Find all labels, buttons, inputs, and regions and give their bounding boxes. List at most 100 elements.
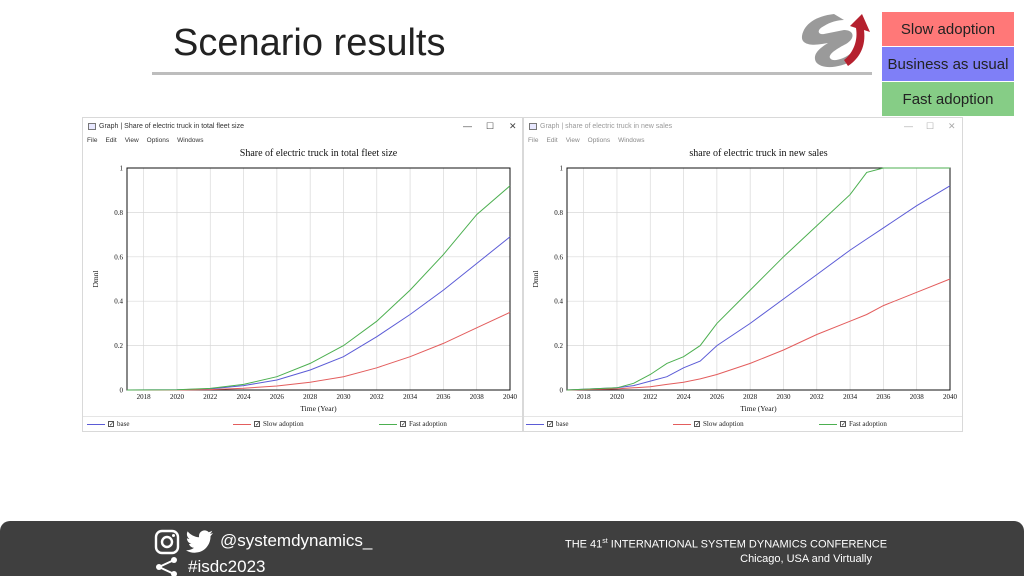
menu-file[interactable]: File	[87, 137, 98, 144]
x-axis-label: Time (Year)	[740, 404, 777, 413]
close-button[interactable]: ✕	[509, 121, 517, 131]
x-tick-label: 2026	[270, 393, 285, 401]
graph-window-fleet-share[interactable]: Graph | Share of electric truck in total…	[82, 117, 523, 432]
series-line-fast-adoption	[126, 185, 511, 391]
x-tick-label: 2038	[470, 393, 485, 401]
title-underline	[152, 72, 872, 75]
x-tick-label: 2032	[370, 393, 385, 401]
social-icons	[154, 529, 214, 555]
x-tick-label: 2030	[336, 393, 351, 401]
checkbox-icon: ✓	[108, 421, 115, 428]
chart-title: Share of electric truck in total fleet s…	[240, 148, 398, 159]
series-line-base	[566, 185, 951, 391]
y-tick-label: 0.8	[554, 209, 563, 217]
legend-fast-adoption: Fast adoption	[882, 82, 1014, 116]
series-line-base	[126, 236, 511, 391]
x-tick-label: 2024	[677, 393, 692, 401]
minimize-button[interactable]: —	[904, 121, 913, 131]
maximize-button[interactable]: ☐	[926, 121, 935, 131]
legend-item-base[interactable]: ✓ base	[526, 420, 568, 428]
share-icon	[156, 557, 177, 577]
menu-windows[interactable]: Windows	[177, 137, 204, 144]
y-tick-label: 0.2	[554, 342, 563, 350]
conference-hashtag: #isdc2023	[188, 557, 266, 576]
y-tick-label: 0.4	[114, 298, 123, 306]
x-tick-label: 2020	[610, 393, 625, 401]
window-menubar: File Edit View Options Windows	[87, 137, 203, 147]
graph-app-icon	[529, 123, 537, 130]
window-titlebar[interactable]: Graph | share of electric truck in new s…	[524, 118, 962, 136]
y-tick-label: 0	[120, 387, 124, 395]
y-tick-label: 0.6	[554, 253, 563, 261]
menu-edit[interactable]: Edit	[105, 137, 117, 144]
x-tick-label: 2034	[843, 393, 858, 401]
checkbox-icon: ✓	[547, 421, 554, 428]
menu-edit[interactable]: Edit	[546, 137, 558, 144]
x-tick-label: 2040	[943, 393, 958, 401]
twitter-icon[interactable]	[186, 530, 214, 554]
x-tick-label: 2028	[743, 393, 758, 401]
x-tick-label: 2032	[810, 393, 825, 401]
legend-item-slow[interactable]: ✓ Slow adoption	[233, 420, 304, 428]
menu-windows[interactable]: Windows	[618, 137, 645, 144]
menu-view[interactable]: View	[565, 137, 580, 144]
close-button[interactable]: ✕	[948, 121, 956, 131]
legend-item-slow[interactable]: ✓ Slow adoption	[673, 420, 744, 428]
graph-window-sales-share[interactable]: Graph | share of electric truck in new s…	[523, 117, 963, 432]
series-line-slow-adoption	[127, 311, 511, 391]
menu-options[interactable]: Options	[587, 137, 611, 144]
graph-app-icon	[88, 123, 96, 130]
x-tick-label: 2024	[237, 393, 252, 401]
chart-title: share of electric truck in new sales	[689, 148, 827, 159]
legend-business-as-usual: Business as usual	[882, 47, 1014, 81]
legend-item-fast[interactable]: ✓ Fast adoption	[819, 420, 887, 428]
x-tick-label: 2020	[170, 393, 185, 401]
x-tick-label: 2022	[643, 393, 658, 401]
legend-item-fast[interactable]: ✓ Fast adoption	[379, 420, 447, 428]
plot-frame	[566, 167, 951, 391]
footer-bar: @systemdynamics_ #isdc2023 THE 41st INTE…	[0, 521, 1024, 577]
menu-options[interactable]: Options	[146, 137, 170, 144]
menu-file[interactable]: File	[528, 137, 539, 144]
window-titlebar[interactable]: Graph | Share of electric truck in total…	[83, 118, 522, 136]
menu-view[interactable]: View	[124, 137, 139, 144]
y-tick-label: 1	[120, 165, 124, 173]
checkbox-icon: ✓	[840, 421, 847, 428]
x-tick-label: 2040	[503, 393, 518, 401]
instagram-icon[interactable]	[154, 529, 180, 555]
sales-share-chart: share of electric truck in new sales 2018…	[531, 148, 958, 413]
maximize-button[interactable]: ☐	[486, 121, 495, 131]
conference-name: THE 41st INTERNATIONAL SYSTEM DYNAMICS C…	[565, 538, 888, 551]
series-line-slow-adoption	[566, 278, 951, 391]
checkbox-icon: ✓	[400, 421, 407, 428]
minimize-button[interactable]: —	[463, 121, 472, 131]
plot-frame	[126, 167, 511, 391]
y-tick-label: 0.8	[114, 209, 123, 217]
x-tick-label: 2038	[910, 393, 925, 401]
x-axis-label: Time (Year)	[300, 404, 337, 413]
fleet-share-chart: Share of electric truck in total fleet s…	[91, 148, 518, 413]
x-tick-label: 2034	[403, 393, 418, 401]
x-tick-label: 2022	[203, 393, 218, 401]
slide-title: Scenario results	[173, 22, 446, 64]
social-handle: @systemdynamics_	[220, 531, 373, 550]
x-tick-label: 2036	[436, 393, 451, 401]
x-tick-label: 2018	[137, 393, 152, 401]
checkbox-icon: ✓	[694, 421, 701, 428]
series-line-fast-adoption	[566, 167, 950, 391]
x-tick-label: 2026	[710, 393, 725, 401]
y-axis-label: Dmnl	[91, 270, 100, 287]
conference-logo-icon	[801, 14, 870, 68]
x-tick-label: 2018	[577, 393, 592, 401]
x-tick-label: 2036	[876, 393, 891, 401]
conference-location: Chicago, USA and Virtually	[740, 553, 872, 565]
window-title: Graph | Share of electric truck in total…	[99, 123, 244, 130]
y-tick-label: 0.2	[114, 342, 123, 350]
x-tick-label: 2030	[776, 393, 791, 401]
y-tick-label: 0.4	[554, 298, 563, 306]
window-menubar: File Edit View Options Windows	[528, 137, 644, 147]
y-tick-label: 1	[560, 165, 564, 173]
window-title: Graph | share of electric truck in new s…	[540, 123, 673, 130]
y-tick-label: 0	[560, 387, 564, 395]
legend-item-base[interactable]: ✓ base	[87, 420, 129, 428]
